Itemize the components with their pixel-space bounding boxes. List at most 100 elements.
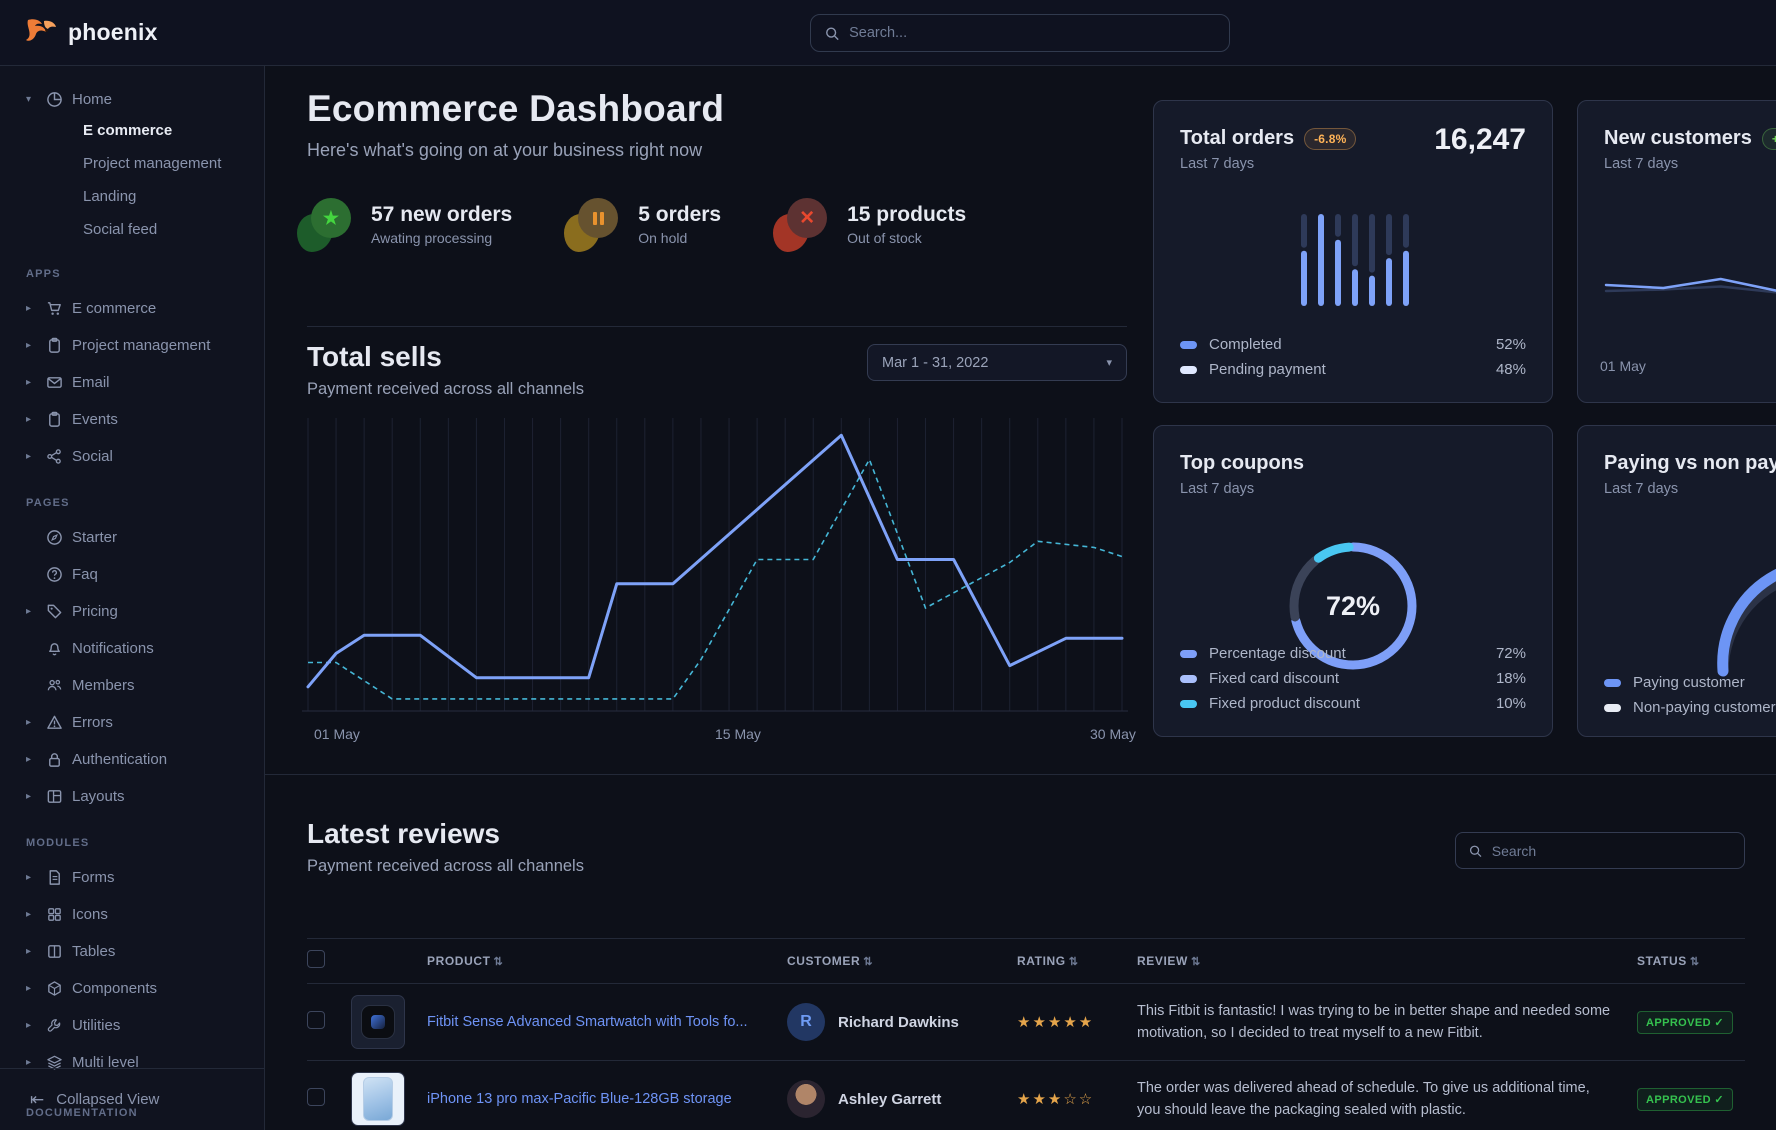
sidebar-item-errors[interactable]: ▸ Errors [0, 704, 264, 741]
column-header-review[interactable]: REVIEW ⇅ [1137, 954, 1201, 968]
share-icon [45, 448, 63, 466]
sidebar-item-social-feed[interactable]: Social feed [83, 221, 158, 238]
sidebar-item-label: Home [72, 90, 113, 108]
warning-icon [45, 714, 63, 732]
sidebar-item-members[interactable]: Members [0, 667, 264, 704]
x-axis-label: 01 May [314, 726, 360, 742]
sidebar-item-apps-project-management[interactable]: ▸ Project management [0, 327, 264, 364]
column-header-status[interactable]: STATUS ⇅ [1637, 954, 1700, 968]
row-checkbox[interactable] [307, 1010, 325, 1029]
sidebar-item-label: Errors [72, 714, 113, 731]
compass-icon [45, 529, 63, 547]
sidebar-item-layouts[interactable]: ▸ Layouts [0, 778, 264, 815]
product-thumbnail[interactable] [351, 995, 405, 1049]
users-icon [45, 677, 63, 695]
card-title: Paying vs non paying [1604, 452, 1776, 474]
sidebar-item-multi-level[interactable]: ▸ Multi level [0, 1044, 264, 1081]
legend-row: Fixed card discount 18% [1180, 666, 1526, 691]
date-range-value: Mar 1 - 31, 2022 [882, 354, 989, 371]
date-range-select[interactable]: Mar 1 - 31, 2022 ▾ [867, 344, 1127, 381]
lock-icon [45, 751, 63, 769]
collapsed-view-toggle[interactable]: ⇤ Collapsed View [0, 1068, 264, 1130]
trend-badge: -6.8% [1304, 127, 1357, 150]
column-header-rating[interactable]: RATING ⇅ [1017, 954, 1079, 968]
question-icon [45, 566, 63, 584]
sidebar-item-utilities[interactable]: ▸ Utilities [0, 1007, 264, 1044]
paying-gauge-chart [1717, 568, 1776, 677]
latest-reviews-subtitle: Payment received across all channels [307, 857, 584, 875]
layout-icon [45, 788, 63, 806]
sidebar-item-apps-social[interactable]: ▸ Social [0, 438, 264, 475]
legend-swatch [1180, 649, 1197, 658]
select-all-checkbox[interactable] [307, 949, 325, 968]
caret-right-icon: ▸ [26, 717, 32, 728]
customer-cell: R Richard Dawkins [787, 1003, 1017, 1041]
sidebar-item-apps-email[interactable]: ▸ Email [0, 364, 264, 401]
row-checkbox[interactable] [307, 1087, 325, 1106]
caret-right-icon: ▸ [26, 1057, 32, 1068]
caret-right-icon: ▸ [26, 946, 32, 957]
sidebar-item-faq[interactable]: Faq [0, 556, 264, 593]
cart-icon [45, 300, 63, 318]
card-period: Last 7 days [1604, 481, 1679, 497]
column-header-customer[interactable]: CUSTOMER ⇅ [787, 954, 874, 968]
brand[interactable]: phoenix [0, 18, 265, 48]
bell-icon [45, 640, 63, 658]
legend-row: Pending payment 48% [1180, 357, 1526, 382]
sidebar-item-ecommerce[interactable]: E commerce [83, 122, 173, 139]
stats-row: ★ 57 new orders Awating processing 5 ord… [297, 198, 966, 252]
search-icon [826, 27, 839, 40]
sidebar-item-label: Tables [72, 943, 116, 960]
legend-row: Paying customer [1604, 670, 1776, 695]
product-link[interactable]: Fitbit Sense Advanced Smartwatch with To… [427, 1013, 748, 1030]
sidebar-item-label: Utilities [72, 1017, 121, 1034]
sidebar-item-notifications[interactable]: Notifications [0, 630, 264, 667]
legend-label: Completed [1209, 336, 1282, 353]
stat-value: 5 orders [638, 202, 722, 226]
sidebar-item-apps-ecommerce[interactable]: ▸ E commerce [0, 290, 264, 327]
sidebar-item-apps-events[interactable]: ▸ Events [0, 401, 264, 438]
caret-right-icon: ▸ [26, 791, 32, 802]
customer-name: Ashley Garrett [838, 1090, 942, 1108]
reviews-search[interactable] [1455, 832, 1745, 869]
product-link[interactable]: iPhone 13 pro max-Pacific Blue-128GB sto… [427, 1090, 732, 1107]
sort-icon: ⇅ [1689, 956, 1700, 968]
sidebar-item-components[interactable]: ▸ Components [0, 970, 264, 1007]
sidebar-item-tables[interactable]: ▸ Tables [0, 933, 264, 970]
sidebar-item-icons[interactable]: ▸ Icons [0, 896, 264, 933]
sidebar-item-project-management[interactable]: Project management [83, 155, 222, 172]
card-title: New customers [1604, 127, 1752, 149]
x-axis-label: 01 May [1600, 358, 1646, 374]
sidebar-item-pricing[interactable]: ▸ Pricing [0, 593, 264, 630]
global-search[interactable] [810, 14, 1230, 52]
product-thumbnail[interactable] [351, 1072, 405, 1126]
sidebar-item-label: Project management [72, 337, 211, 354]
sidebar: ▾ Home E commerce Project management Lan… [0, 66, 265, 1130]
caret-right-icon: ▸ [26, 1020, 32, 1031]
table-header-row: PRODUCT ⇅ CUSTOMER ⇅ RATING ⇅ REVIEW ⇅ STATU… [307, 938, 1745, 984]
global-search-input[interactable] [849, 25, 1215, 41]
sidebar-item-label: Authentication [72, 751, 168, 768]
caret-right-icon: ▸ [26, 983, 32, 994]
sidebar-item-label: Layouts [72, 788, 125, 805]
sidebar-item-label: Multi level [72, 1054, 139, 1071]
sidebar-item-starter[interactable]: Starter [0, 519, 264, 556]
sidebar-item-forms[interactable]: ▸ Forms [0, 859, 264, 896]
column-header-product[interactable]: PRODUCT ⇅ [427, 954, 504, 968]
sidebar-item-home[interactable]: ▾ Home [0, 84, 264, 114]
x-icon: × [787, 198, 828, 238]
columns-icon [45, 943, 63, 961]
collapse-arrow-icon: ⇤ [30, 1089, 45, 1109]
sidebar-item-landing[interactable]: Landing [83, 188, 137, 205]
sidebar-item-authentication[interactable]: ▸ Authentication [0, 741, 264, 778]
stat-sub: Out of stock [847, 229, 922, 246]
caret-right-icon: ▸ [26, 340, 32, 351]
review-text: The order was delivered ahead of schedul… [1137, 1079, 1590, 1118]
stat-value: 57 new orders [371, 202, 513, 226]
pause-icon [578, 198, 619, 238]
legend-value: 52% [1495, 336, 1526, 353]
reviews-search-input[interactable] [1491, 842, 1731, 859]
envelope-icon [45, 374, 63, 392]
sort-icon: ⇅ [1068, 956, 1079, 968]
sort-icon: ⇅ [493, 956, 504, 968]
